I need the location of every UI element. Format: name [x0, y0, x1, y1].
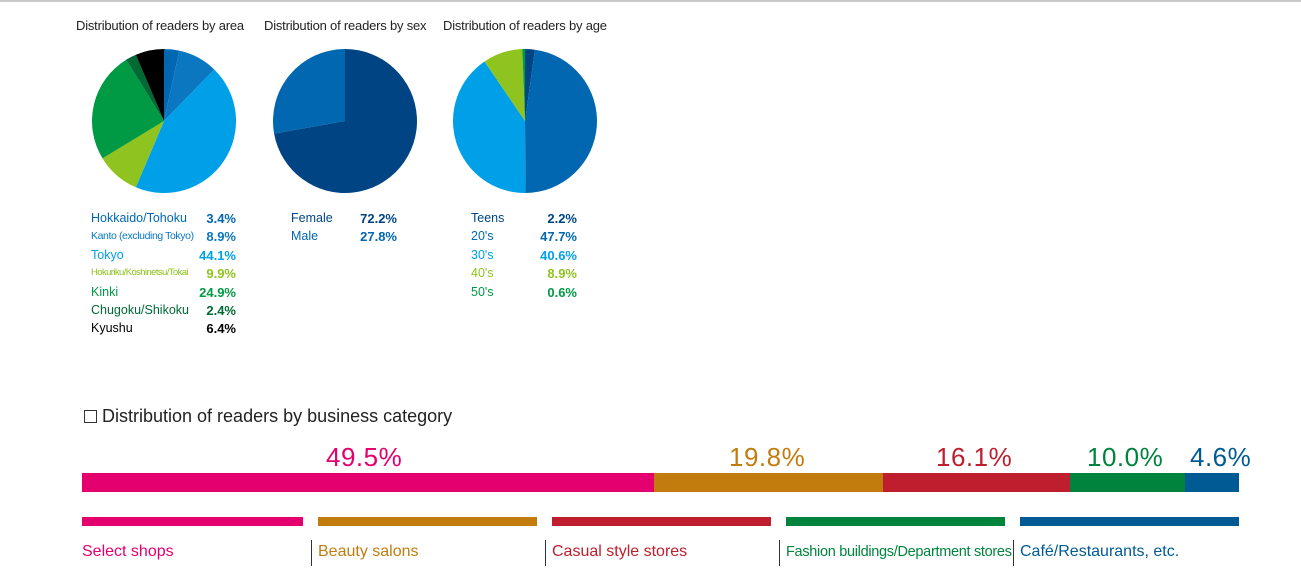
legend-row: Kyushu 6.4%	[91, 321, 236, 339]
legend-value: 2.4%	[206, 302, 236, 318]
legend-row: Kanto (excluding Tokyo) 8.9%	[91, 229, 236, 247]
area-pie-chart	[91, 49, 237, 194]
legend-label: 30's	[471, 247, 494, 262]
legend-value: 44.1%	[199, 247, 236, 263]
category-label-casual-style-stores: Casual style stores	[545, 540, 687, 566]
legend-row: Chugoku/Shikoku 2.4%	[91, 303, 236, 321]
legend-row: Teens 2.2%	[471, 211, 577, 229]
legend-label: Teens	[471, 211, 505, 225]
category-label-cafe-restaurants: Café/Restaurants, etc.	[1013, 540, 1179, 566]
category-line-cafe-restaurants	[1020, 517, 1239, 526]
pie-slice-male	[272, 48, 345, 134]
legend-value: 72.2%	[360, 211, 397, 226]
area-legend: Hokkaido/Tohoku 3.4% Kanto (excluding To…	[91, 211, 236, 340]
bar-segment-fashion-buildings	[1070, 473, 1185, 492]
pct-fashion-buildings: 10.0%	[1087, 442, 1164, 472]
legend-row: Tokyo 44.1%	[91, 248, 236, 266]
legend-row: 20's 47.7%	[471, 229, 577, 247]
legend-label: Tokyo	[91, 247, 124, 262]
legend-row: Hokuriku/Koshinetsu/Tokai 9.9%	[91, 266, 236, 284]
legend-value: 24.9%	[199, 284, 236, 300]
pie-slice-50-s	[522, 48, 525, 121]
legend-label: 40's	[471, 266, 494, 281]
pie-slice-female	[274, 49, 417, 193]
sex-pie-chart	[272, 48, 417, 193]
legend-value: 0.6%	[547, 284, 577, 300]
legend-row: Male 27.8%	[291, 229, 397, 247]
legend-row: Hokkaido/Tohoku 3.4%	[91, 211, 236, 229]
legend-label: Kanto (excluding Tokyo)	[91, 230, 194, 243]
legend-value: 2.2%	[547, 211, 577, 226]
legend-label: Male	[291, 229, 319, 244]
legend-value: 47.7%	[540, 229, 577, 245]
top-divider	[0, 0, 1301, 2]
age-chart-title: Distribution of readers by age	[443, 18, 607, 33]
legend-label: Kyushu	[91, 321, 133, 336]
legend-value: 8.9%	[547, 266, 577, 282]
legend-value: 27.8%	[360, 229, 397, 245]
pie-slice-hokkaido-tohoku	[164, 49, 180, 121]
legend-value: 3.4%	[206, 211, 236, 226]
pie-slice-kinki	[91, 59, 164, 159]
legend-label: Hokkaido/Tohoku	[91, 211, 187, 225]
pie-slice-40-s	[484, 49, 525, 121]
legend-value: 9.9%	[206, 266, 236, 282]
pie-slice-chugoku-shikoku	[126, 54, 164, 121]
pie-slice-kyushu	[135, 49, 164, 121]
pie-slice-kanto-excluding-tokyo	[164, 50, 215, 121]
legend-row: Female 72.2%	[291, 211, 397, 229]
pie-slice-hokuriku-koshinetsu-tokai	[102, 121, 164, 188]
bar-segment-cafe-restaurants	[1185, 473, 1239, 492]
bar-segment-casual-style-stores	[883, 473, 1070, 492]
category-line-beauty-salons	[318, 517, 537, 526]
category-line-select-shops	[82, 517, 303, 526]
pie-slice-30-s	[452, 61, 526, 194]
category-label-beauty-salons: Beauty salons	[311, 540, 419, 566]
age-pie-chart	[452, 48, 597, 194]
business-category-header: Distribution of readers by business cate…	[84, 406, 452, 427]
legend-label: Kinki	[91, 284, 119, 299]
legend-label: Female	[291, 211, 333, 225]
legend-label: Hokuriku/Koshinetsu/Tokai	[91, 267, 189, 279]
legend-label: Chugoku/Shikoku	[91, 302, 189, 317]
category-line-casual-style-stores	[552, 517, 771, 526]
category-label-select-shops: Select shops	[82, 543, 174, 560]
legend-row: Kinki 24.9%	[91, 285, 236, 303]
business-category-title: Distribution of readers by business cate…	[102, 406, 453, 426]
sex-chart-title: Distribution of readers by sex	[264, 18, 427, 33]
pie-slice-teens	[525, 49, 535, 121]
square-bullet-icon	[84, 410, 97, 423]
pie-slice-20-s	[525, 49, 597, 193]
pie-slice-tokyo	[135, 69, 237, 194]
legend-value: 40.6%	[540, 247, 577, 263]
pct-cafe-restaurants: 4.6%	[1190, 442, 1252, 472]
legend-row: 50's 0.6%	[471, 285, 577, 303]
area-chart-title: Distribution of readers by area	[76, 18, 244, 33]
sex-legend: Female 72.2% Male 27.8%	[291, 211, 397, 248]
bar-segment-beauty-salons	[654, 473, 883, 492]
legend-row: 30's 40.6%	[471, 248, 577, 266]
legend-label: 20's	[471, 229, 494, 244]
pct-casual-style-stores: 16.1%	[936, 442, 1013, 472]
legend-value: 8.9%	[206, 229, 236, 245]
legend-label: 50's	[471, 284, 494, 299]
category-line-fashion-buildings	[786, 517, 1005, 526]
legend-row: 40's 8.9%	[471, 266, 577, 284]
legend-value: 6.4%	[206, 321, 236, 337]
category-label-fashion-buildings: Fashion buildings/Department stores	[779, 540, 1012, 566]
pct-select-shops: 49.5%	[326, 442, 403, 472]
bar-segment-select-shops	[82, 473, 654, 492]
pct-beauty-salons: 19.8%	[729, 442, 806, 472]
age-legend: Teens 2.2% 20's 47.7% 30's 40.6% 40's 8.…	[471, 211, 577, 303]
